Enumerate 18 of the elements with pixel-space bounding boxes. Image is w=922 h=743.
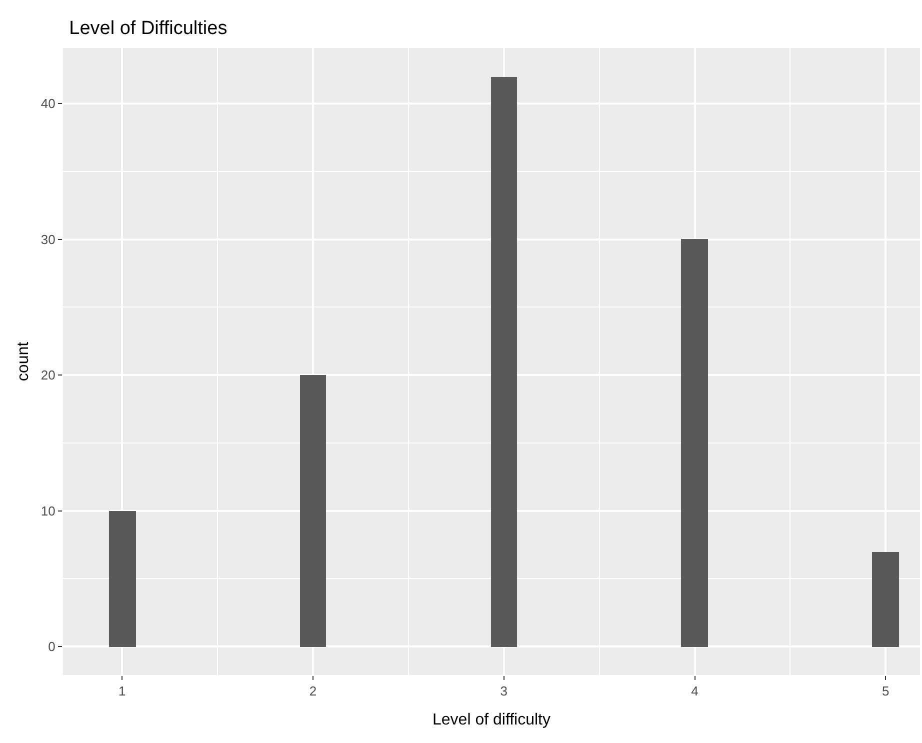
bar — [681, 239, 708, 647]
bar — [872, 552, 899, 647]
x-tick-label: 1 — [118, 684, 126, 699]
bar — [491, 77, 517, 647]
y-tick-label: 0 — [48, 639, 56, 654]
y-tick-label: 10 — [40, 503, 56, 518]
y-tick-label: 40 — [40, 96, 56, 112]
y-tick-label: 20 — [40, 368, 56, 383]
x-tick-label: 4 — [691, 684, 698, 699]
y-tick-label: 30 — [40, 232, 56, 247]
x-axis-title: Level of difficulty — [432, 711, 550, 728]
y-axis-title: count — [14, 341, 32, 382]
bar — [300, 375, 326, 647]
bar — [109, 511, 136, 647]
chart-title: Level of Difficulties — [69, 18, 228, 40]
x-tick-label: 3 — [500, 684, 508, 699]
x-tick-label: 5 — [882, 684, 890, 699]
x-tick-label: 2 — [309, 684, 317, 699]
